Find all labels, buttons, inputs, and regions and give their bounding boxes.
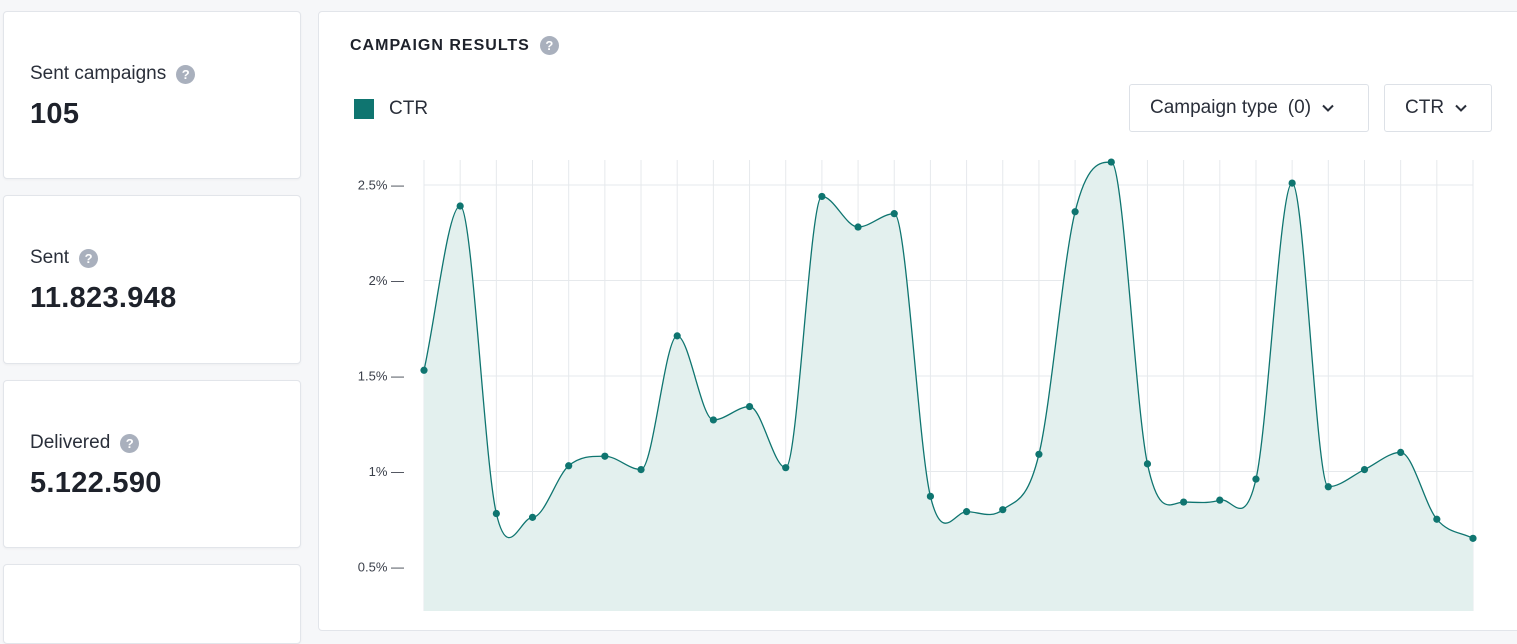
legend-swatch xyxy=(354,99,374,119)
data-point xyxy=(745,402,754,411)
data-point xyxy=(456,202,464,210)
data-point xyxy=(854,223,862,231)
panel-title: CAMPAIGN RESULTS xyxy=(350,36,530,54)
stat-value: 5.122.590 xyxy=(30,467,162,499)
help-icon[interactable]: ? xyxy=(120,433,140,453)
metric-dropdown[interactable]: CTR xyxy=(1384,84,1492,132)
help-icon[interactable]: ? xyxy=(539,36,559,55)
stat-label: Delivered xyxy=(30,432,111,453)
data-point xyxy=(1107,158,1115,166)
data-point xyxy=(1360,465,1369,474)
stat-value: 105 xyxy=(30,98,80,130)
data-point xyxy=(962,508,971,516)
help-icon[interactable]: ? xyxy=(176,64,196,84)
help-icon[interactable]: ? xyxy=(79,248,99,268)
data-point xyxy=(673,332,681,340)
stat-card-delivered: Delivered ? 5.122.590 xyxy=(3,380,301,548)
campaign-type-count: (0) xyxy=(1287,97,1312,118)
campaign-type-dropdown[interactable]: Campaign type (0) xyxy=(1129,84,1369,132)
ctr-area-chart: 0.5% — 1% — 1.5% — 2% — 2.5% — xyxy=(358,158,1477,611)
data-point xyxy=(709,416,717,424)
data-point xyxy=(1216,496,1224,504)
data-point xyxy=(565,462,573,470)
y-tick-label: 1.5% — xyxy=(358,369,404,384)
chart-legend: CTR xyxy=(354,98,428,120)
stat-label: Sent campaigns xyxy=(30,63,167,84)
data-point xyxy=(1469,534,1477,542)
data-point xyxy=(926,492,935,500)
data-point xyxy=(1071,208,1079,216)
series-area xyxy=(424,162,1473,611)
data-point xyxy=(1143,460,1152,468)
stat-card-partial xyxy=(3,564,301,644)
data-point xyxy=(1288,179,1296,187)
stat-card-sent: Sent ? 11.823.948 xyxy=(3,195,301,364)
y-tick-label: 0.5% — xyxy=(358,560,404,575)
stat-card-sent-campaigns: Sent campaigns ? 105 xyxy=(3,11,301,179)
data-point xyxy=(1397,448,1405,456)
data-point xyxy=(1180,498,1188,506)
data-point xyxy=(528,513,537,521)
data-point xyxy=(890,210,898,218)
stat-value: 11.823.948 xyxy=(30,282,177,314)
stat-label-row: Sent campaigns ? xyxy=(30,63,196,85)
data-point xyxy=(1252,475,1260,483)
data-point xyxy=(601,452,609,460)
y-tick-label: 1% — xyxy=(369,464,404,479)
campaign-type-label: Campaign type xyxy=(1150,97,1278,118)
data-point xyxy=(1035,450,1043,458)
data-point xyxy=(420,366,428,374)
stat-label-row: Delivered ? xyxy=(30,432,140,454)
metric-label: CTR xyxy=(1405,97,1445,118)
chevron-down-icon xyxy=(1455,104,1467,112)
stat-label-row: Sent ? xyxy=(30,247,99,269)
chevron-down-icon xyxy=(1322,104,1334,112)
data-point xyxy=(637,465,645,474)
panel-title-row: CAMPAIGN RESULTS ? xyxy=(350,36,559,55)
data-point xyxy=(1433,515,1441,523)
data-point xyxy=(782,464,790,472)
data-point xyxy=(999,506,1007,514)
data-point xyxy=(818,192,826,201)
data-point xyxy=(1324,483,1332,491)
y-tick-label: 2.5% — xyxy=(358,178,404,193)
stat-label: Sent xyxy=(30,247,70,268)
legend-label: CTR xyxy=(389,98,429,119)
y-tick-label: 2% — xyxy=(369,273,404,288)
data-point xyxy=(492,509,500,518)
